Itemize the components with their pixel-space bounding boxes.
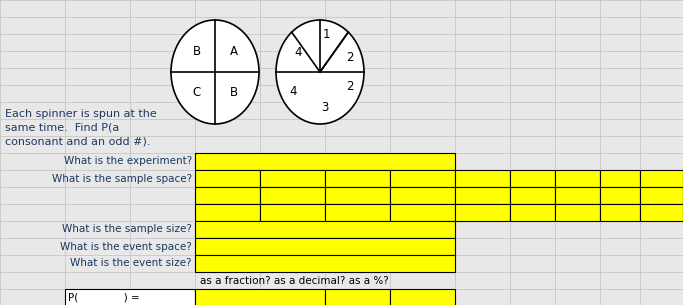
Bar xyxy=(325,289,390,305)
Bar xyxy=(390,170,455,187)
Text: 3: 3 xyxy=(321,101,328,114)
Bar xyxy=(640,170,683,187)
Bar xyxy=(600,204,640,221)
Text: What is the event space?: What is the event space? xyxy=(60,242,192,252)
Bar xyxy=(325,187,390,204)
Bar xyxy=(455,187,510,204)
Text: What is the sample space?: What is the sample space? xyxy=(52,174,192,184)
Text: What is the sample size?: What is the sample size? xyxy=(62,224,192,235)
Bar xyxy=(195,289,325,305)
Text: B: B xyxy=(229,86,238,99)
Bar xyxy=(195,204,260,221)
Bar xyxy=(600,187,640,204)
Bar xyxy=(260,187,325,204)
Text: Each spinner is spun at the: Each spinner is spun at the xyxy=(5,109,157,119)
Bar xyxy=(195,170,260,187)
Text: P(              ) =: P( ) = xyxy=(68,292,140,303)
Text: A: A xyxy=(229,45,238,58)
Bar xyxy=(555,170,600,187)
Text: 2: 2 xyxy=(346,51,354,64)
Text: What is the experiment?: What is the experiment? xyxy=(64,156,192,167)
Bar xyxy=(510,170,555,187)
Bar xyxy=(195,238,455,255)
Text: as a fraction? as a decimal? as a %?: as a fraction? as a decimal? as a %? xyxy=(200,275,389,285)
Text: 4: 4 xyxy=(294,46,302,59)
Bar xyxy=(640,187,683,204)
Bar xyxy=(455,204,510,221)
Bar xyxy=(510,187,555,204)
Bar xyxy=(195,187,260,204)
Text: consonant and an odd #).: consonant and an odd #). xyxy=(5,137,150,147)
Bar xyxy=(195,153,455,170)
Bar xyxy=(325,204,390,221)
Bar xyxy=(510,204,555,221)
Bar xyxy=(260,170,325,187)
Text: 1: 1 xyxy=(323,28,331,41)
Ellipse shape xyxy=(171,20,259,124)
Text: What is the event size?: What is the event size? xyxy=(70,259,192,268)
Bar xyxy=(195,221,455,238)
Text: B: B xyxy=(193,45,201,58)
Bar xyxy=(600,170,640,187)
Ellipse shape xyxy=(276,20,364,124)
Bar xyxy=(325,170,390,187)
Bar xyxy=(65,289,195,305)
Bar xyxy=(640,204,683,221)
Text: 2: 2 xyxy=(346,80,354,93)
Bar xyxy=(390,187,455,204)
Bar xyxy=(390,204,455,221)
Text: 4: 4 xyxy=(289,85,296,98)
Bar xyxy=(390,289,455,305)
Bar xyxy=(195,255,455,272)
Bar xyxy=(260,204,325,221)
Bar xyxy=(455,170,510,187)
Bar xyxy=(555,204,600,221)
Bar xyxy=(555,187,600,204)
Text: same time.  Find P(a: same time. Find P(a xyxy=(5,123,120,133)
Text: C: C xyxy=(193,86,201,99)
